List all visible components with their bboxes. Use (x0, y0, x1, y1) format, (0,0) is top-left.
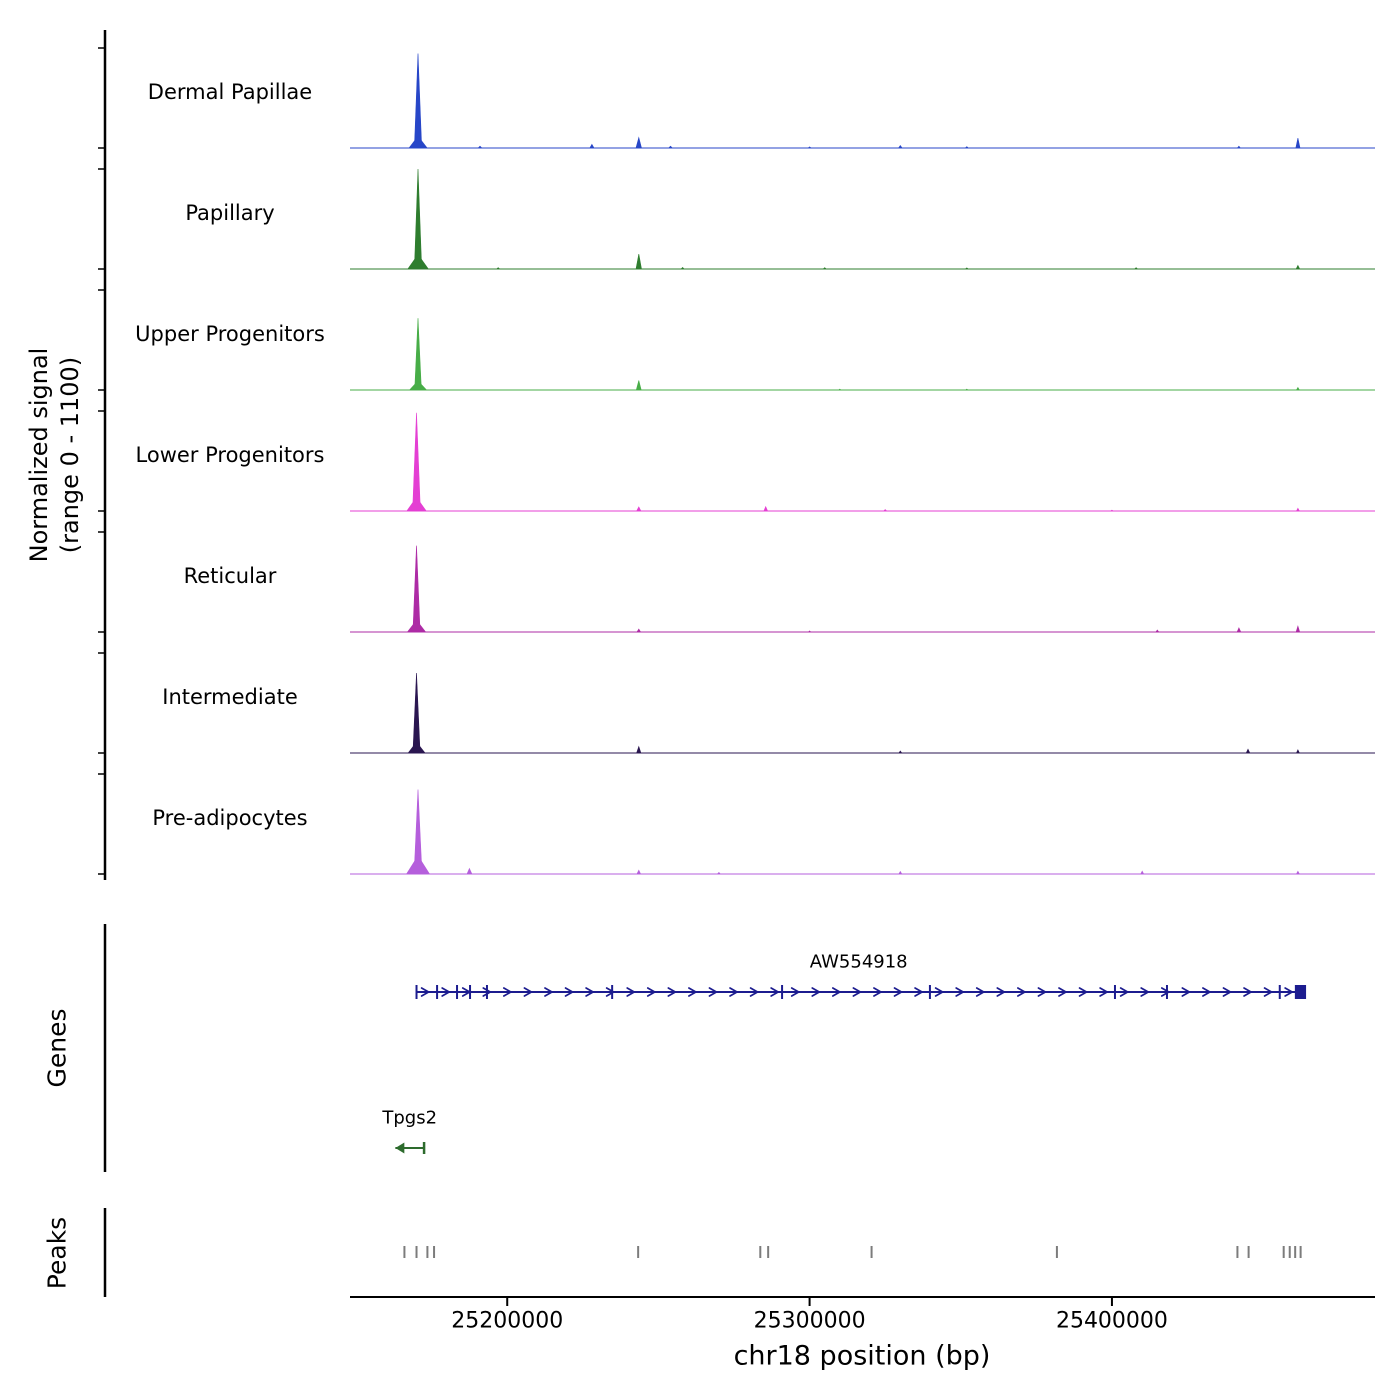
x-axis-label: chr18 position (bp) (733, 1340, 991, 1372)
peaks-section-label: Peaks (42, 1216, 72, 1290)
genes-section-label: Genes (42, 1008, 72, 1088)
track-label-lower-progenitors: Lower Progenitors (135, 443, 325, 467)
gene-label-tpgs2: Tpgs2 (382, 1107, 438, 1129)
x-tick-label: 25300000 (753, 1308, 866, 1334)
track-label-dermal-papillae: Dermal Papillae (147, 80, 313, 104)
y-axis-label: Normalized signal (range 0 - 1100) (24, 348, 86, 563)
y-axis-label-line1: Normalized signal (24, 347, 53, 563)
x-tick-label: 25200000 (451, 1308, 564, 1334)
y-axis-label-line2: (range 0 - 1100) (56, 356, 84, 554)
gene-label-aw554918: AW554918 (809, 951, 908, 973)
track-label-intermediate: Intermediate (162, 685, 298, 709)
track-label-reticular: Reticular (183, 564, 277, 588)
track-label-pre-adipocytes: Pre-adipocytes (152, 806, 308, 830)
x-tick-label: 25400000 (1055, 1308, 1168, 1334)
track-label-upper-progenitors: Upper Progenitors (135, 322, 325, 346)
track-label-papillary: Papillary (185, 201, 275, 225)
